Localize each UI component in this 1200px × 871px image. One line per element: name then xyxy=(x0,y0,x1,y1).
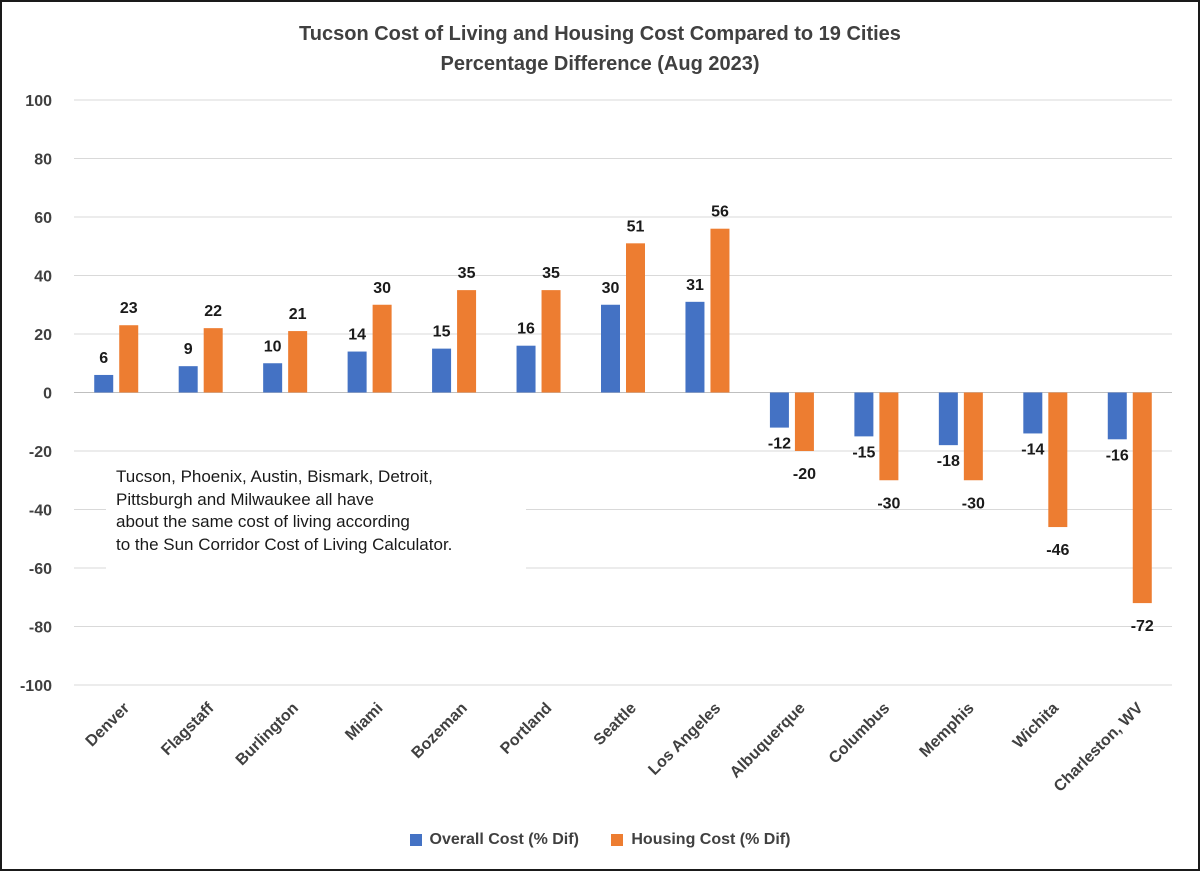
annotation-line: about the same cost of living according xyxy=(116,512,410,531)
bar-overall-cost xyxy=(94,374,114,393)
legend-label-overall: Overall Cost (% Dif) xyxy=(429,831,579,848)
x-tick-label: Wichita xyxy=(1010,700,1062,752)
bar-overall-cost xyxy=(516,345,536,393)
x-tick-label: Bozeman xyxy=(409,700,471,762)
chart-title: Tucson Cost of Living and Housing Cost C… xyxy=(299,23,901,45)
bar-housing-cost xyxy=(541,290,561,393)
data-label: -16 xyxy=(1106,447,1129,464)
bar-housing-cost xyxy=(203,328,223,393)
data-label: 15 xyxy=(433,324,451,341)
x-tick-label: Los Angeles xyxy=(645,700,724,779)
bar-housing-cost xyxy=(963,392,983,481)
data-label: 10 xyxy=(264,338,282,355)
bar-overall-cost xyxy=(1023,392,1043,434)
bar-housing-cost xyxy=(710,228,730,393)
annotation-line: Pittsburgh and Milwaukee all have xyxy=(116,489,374,509)
bar-housing-cost xyxy=(1048,392,1068,528)
x-tick-label: Albuquerque xyxy=(727,700,809,782)
bar-overall-cost xyxy=(854,392,874,437)
legend-swatch-housing xyxy=(611,834,624,846)
data-label: 30 xyxy=(602,280,620,297)
x-tick-label: Charleston, WV xyxy=(1051,700,1147,796)
y-tick-label: 0 xyxy=(43,386,52,403)
y-tick-label: 40 xyxy=(34,269,52,286)
y-tick-label: 20 xyxy=(34,327,52,344)
data-label: -30 xyxy=(962,495,985,512)
x-tick-label: Columbus xyxy=(826,700,893,767)
bar-overall-cost xyxy=(685,301,705,393)
data-label: -15 xyxy=(852,444,875,461)
bar-housing-cost xyxy=(372,304,392,393)
bar-overall-cost xyxy=(601,304,620,393)
data-label: 30 xyxy=(373,280,391,297)
data-label: -30 xyxy=(877,495,900,512)
data-label: 23 xyxy=(120,300,138,317)
bar-overall-cost xyxy=(347,351,367,393)
bar-overall-cost xyxy=(769,392,789,428)
data-label: -72 xyxy=(1131,618,1154,635)
data-label: 56 xyxy=(711,204,729,221)
y-tick-label: -100 xyxy=(20,678,52,695)
bar-housing-cost xyxy=(457,290,477,393)
data-label: 14 xyxy=(348,327,366,344)
data-label: 6 xyxy=(99,350,108,367)
data-label: -20 xyxy=(793,466,816,483)
y-tick-label: -60 xyxy=(29,561,52,578)
x-tick-label: Denver xyxy=(83,700,133,750)
data-label: 51 xyxy=(627,218,645,235)
data-label: -14 xyxy=(1021,441,1044,458)
x-tick-label: Memphis xyxy=(917,700,978,761)
bar-housing-cost xyxy=(879,392,899,481)
data-label: 35 xyxy=(542,265,560,282)
legend-item-housing: Housing Cost (% Dif) xyxy=(611,831,790,849)
bar-overall-cost xyxy=(178,366,198,393)
bar-overall-cost xyxy=(938,392,958,446)
data-label: 35 xyxy=(458,265,476,282)
chart-subtitle: Percentage Difference (Aug 2023) xyxy=(440,53,760,75)
y-tick-label: 100 xyxy=(25,93,52,110)
bar-housing-cost xyxy=(794,392,814,451)
data-label: 22 xyxy=(204,303,222,320)
legend-label-housing: Housing Cost (% Dif) xyxy=(631,831,791,848)
legend-swatch-overall xyxy=(409,834,422,846)
y-tick-label: 80 xyxy=(34,152,52,169)
y-tick-label: -20 xyxy=(29,444,52,461)
bar-housing-cost xyxy=(1132,392,1152,604)
y-tick-label: 60 xyxy=(34,210,52,227)
y-tick-label: -40 xyxy=(29,503,52,520)
data-label: -12 xyxy=(768,436,791,453)
x-tick-label: Flagstaff xyxy=(158,699,218,759)
x-tick-label: Seattle xyxy=(591,700,640,749)
x-tick-label: Miami xyxy=(342,700,386,744)
data-label: -18 xyxy=(937,453,960,470)
bar-housing-cost xyxy=(288,331,308,393)
annotation-line: Tucson, Phoenix, Austin, Bismark, Detroi… xyxy=(116,467,433,486)
x-tick-label: Burlington xyxy=(233,700,302,769)
chart-annotation: Tucson, Phoenix, Austin, Bismark, Detroi… xyxy=(106,466,526,570)
chart-title-block: Tucson Cost of Living and Housing Cost C… xyxy=(2,19,1198,79)
data-label: 21 xyxy=(289,306,307,323)
bar-housing-cost xyxy=(119,325,139,393)
y-tick-label: -80 xyxy=(29,620,52,637)
x-tick-label: Portland xyxy=(497,700,555,758)
annotation-line: to the Sun Corridor Cost of Living Calcu… xyxy=(116,534,453,554)
bar-overall-cost xyxy=(263,363,283,393)
data-label: 31 xyxy=(686,277,704,294)
bar-overall-cost xyxy=(1107,392,1127,440)
data-label: 16 xyxy=(517,321,535,338)
bar-overall-cost xyxy=(432,348,452,393)
data-label: -46 xyxy=(1046,542,1069,559)
bar-housing-cost xyxy=(626,243,645,393)
data-label: 9 xyxy=(184,341,193,358)
chart-legend: Overall Cost (% Dif) Housing Cost (% Dif… xyxy=(2,831,1198,851)
legend-item-overall: Overall Cost (% Dif) xyxy=(409,831,579,849)
